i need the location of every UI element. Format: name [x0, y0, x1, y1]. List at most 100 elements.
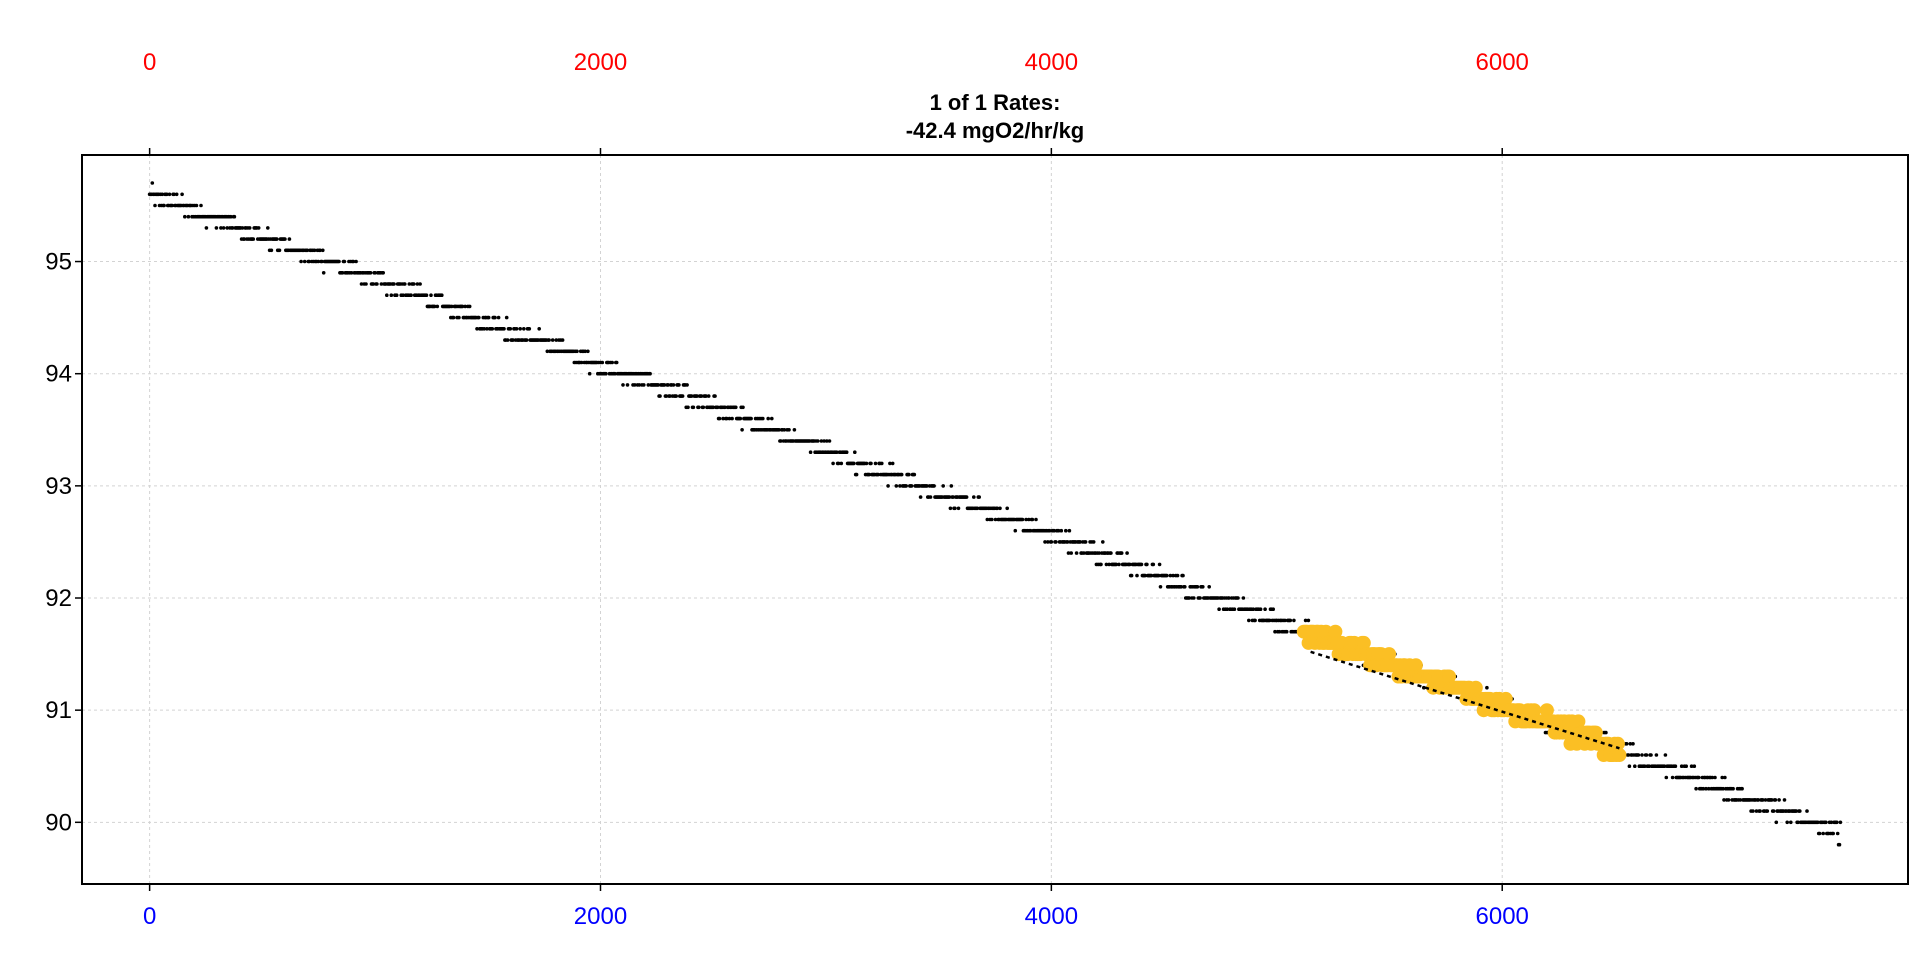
highlight-point [1356, 635, 1371, 650]
data-point [1091, 540, 1096, 544]
x-bottom-tick-label: 2000 [574, 903, 627, 930]
data-point [668, 394, 672, 398]
data-point [1047, 528, 1052, 533]
data-point [403, 282, 407, 286]
data-point [727, 416, 732, 421]
data-point [219, 226, 223, 230]
data-point [524, 338, 529, 342]
data-point [547, 338, 551, 342]
data-point [656, 383, 660, 387]
data-point [1774, 820, 1779, 825]
data-point [1701, 786, 1706, 791]
data-point [586, 349, 590, 354]
data-point [1064, 528, 1068, 533]
data-point [514, 327, 519, 331]
data-point [1604, 730, 1608, 735]
data-point [150, 181, 155, 185]
data-point [1754, 809, 1759, 813]
data-point [956, 506, 961, 511]
data-point [1763, 798, 1768, 802]
data-point [1649, 753, 1653, 757]
data-point [1151, 562, 1156, 567]
data-point [886, 484, 890, 488]
data-point [170, 203, 174, 208]
data-point [1175, 573, 1180, 578]
data-point [1139, 562, 1144, 567]
data-point [928, 495, 933, 499]
x-top-tick-label: 4000 [1025, 49, 1078, 76]
data-point [766, 416, 770, 421]
data-point [251, 237, 256, 241]
data-point [977, 495, 981, 499]
data-point [1117, 562, 1121, 567]
data-point [1107, 562, 1111, 567]
data-point [435, 304, 440, 309]
x-bottom-tick-label: 6000 [1476, 903, 1529, 930]
data-point [761, 416, 765, 421]
data-point [1303, 618, 1308, 623]
data-point [740, 428, 744, 432]
data-point [153, 203, 157, 208]
data-point [1082, 551, 1086, 555]
data-point [948, 506, 953, 511]
fit-layer [1310, 650, 1620, 750]
data-point [854, 472, 859, 477]
data-point [537, 327, 541, 331]
data-point [782, 428, 787, 432]
data-point [1158, 585, 1163, 589]
data-point [894, 484, 899, 488]
highlight-point [1468, 680, 1483, 695]
data-point [1798, 809, 1802, 813]
data-point [463, 304, 468, 309]
data-point [1740, 786, 1744, 791]
data-point [985, 517, 990, 522]
data-point [269, 248, 274, 253]
data-point [1662, 764, 1667, 768]
highlight-point [1612, 748, 1627, 762]
data-point [457, 315, 461, 320]
data-point [1679, 764, 1684, 768]
data-point [1789, 820, 1793, 825]
data-point [240, 226, 245, 230]
data-point [888, 461, 892, 466]
data-point [1765, 809, 1770, 813]
data-point [316, 259, 321, 264]
data-point [321, 248, 325, 253]
data-point [717, 416, 722, 421]
data-point [1034, 517, 1038, 522]
data-point [318, 248, 322, 253]
data-point [1835, 820, 1839, 825]
data-point [418, 282, 422, 286]
data-point [613, 371, 617, 376]
data-point [1758, 809, 1762, 813]
data-point [834, 450, 839, 455]
data-point [1817, 831, 1822, 836]
data-point [1821, 831, 1825, 836]
data-point [1751, 809, 1755, 813]
data-point [1738, 798, 1743, 802]
data-point [621, 383, 625, 387]
data-point [579, 360, 584, 365]
data-point [1181, 573, 1185, 578]
data-point [275, 237, 279, 241]
data-point [1640, 753, 1644, 757]
data-point [723, 405, 727, 410]
data-point [172, 192, 176, 197]
chart-title: 1 of 1 Rates: [930, 90, 1061, 115]
data-point [401, 293, 405, 298]
data-point [674, 394, 678, 398]
grid-layer [82, 155, 1908, 884]
data-point [1065, 540, 1070, 544]
data-point [1198, 596, 1202, 600]
x-bottom-tick-label: 4000 [1025, 903, 1078, 930]
data-point [646, 383, 651, 387]
data-point [225, 226, 229, 230]
data-point [724, 416, 729, 421]
data-point [1067, 528, 1072, 533]
data-point [1201, 585, 1205, 589]
data-point [1796, 820, 1800, 825]
data-point [1059, 528, 1064, 533]
data-point [266, 226, 270, 230]
labels-layer: 0 0 2000 2000 4000 4000 6000 6000 90 91 92 93 94 95 [45, 49, 1529, 930]
data-point [873, 461, 878, 466]
